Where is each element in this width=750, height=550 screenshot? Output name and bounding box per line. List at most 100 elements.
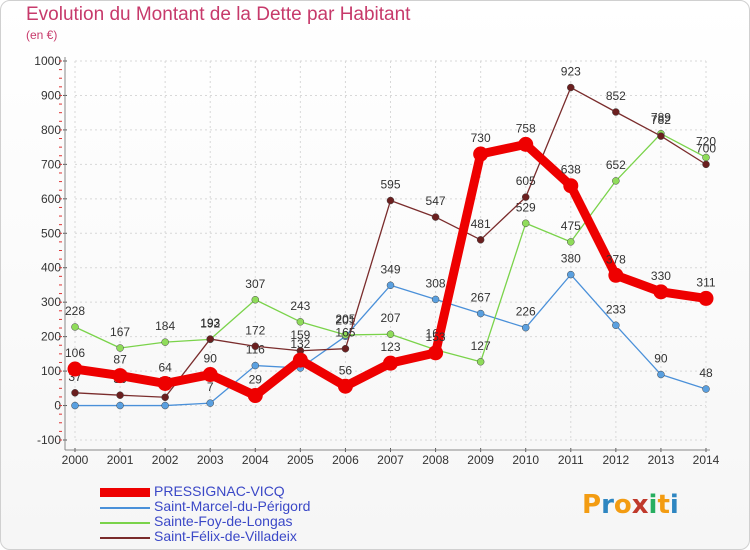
data-point — [251, 296, 260, 304]
data-label: 90 — [204, 352, 218, 366]
x-tick-label: 2011 — [558, 453, 584, 467]
data-label: 64 — [158, 360, 172, 374]
data-point — [476, 309, 485, 318]
y-tick-label: -100 — [37, 433, 61, 447]
data-point — [116, 391, 124, 399]
x-tick-label: 2009 — [467, 453, 494, 467]
data-label: 311 — [696, 275, 715, 289]
data-label: 132 — [290, 337, 310, 351]
data-label: 380 — [561, 252, 581, 266]
logo-letter: x — [631, 490, 649, 520]
x-tick-label: 2008 — [422, 453, 449, 467]
data-point — [251, 342, 260, 351]
series-pressignac-vicq: 106 87 64 90 29 132 56 123 153 730 758 638 378 330 311 — [65, 121, 716, 404]
data-point — [653, 284, 669, 300]
data-label: 184 — [155, 319, 175, 333]
chart-title: Evolution du Montant de la Dette par Hab… — [26, 4, 411, 25]
data-point — [698, 290, 714, 306]
x-tick-label: 2002 — [152, 453, 179, 467]
legend-swatch — [100, 537, 150, 539]
data-point — [386, 196, 395, 205]
data-label: 193 — [200, 316, 220, 330]
data-point — [251, 361, 260, 370]
data-label: 226 — [516, 305, 536, 319]
y-tick-label: 0 — [54, 399, 61, 413]
data-point — [518, 136, 534, 152]
x-tick-label: 2003 — [197, 453, 224, 467]
legend-label: Saint-Félix-de-Villadeix — [154, 528, 297, 544]
data-label: 205 — [335, 312, 355, 326]
chart-unit: (en €) — [26, 28, 58, 42]
data-label: 165 — [335, 326, 355, 340]
data-point — [247, 388, 263, 404]
data-point — [296, 318, 305, 326]
data-label: 29 — [249, 373, 263, 387]
data-label: 652 — [606, 158, 626, 172]
x-tick-label: 2012 — [603, 453, 630, 467]
data-point — [702, 385, 710, 393]
logo-letter: i — [669, 490, 679, 520]
x-tick-label: 2014 — [693, 453, 720, 467]
data-point — [71, 323, 79, 331]
x-tick-label: 2010 — [512, 453, 539, 467]
data-point — [521, 219, 530, 228]
legend-swatch — [100, 522, 150, 524]
data-point — [612, 321, 620, 330]
logo-letter: r — [601, 490, 614, 520]
legend-swatch — [100, 507, 150, 509]
data-label: 127 — [471, 339, 491, 353]
data-label: 852 — [606, 89, 626, 103]
y-tick-label: 600 — [41, 192, 61, 206]
data-point — [161, 401, 169, 410]
data-point — [383, 355, 398, 371]
data-label: 349 — [380, 262, 400, 276]
data-point — [341, 331, 350, 339]
data-label: 228 — [65, 304, 85, 318]
data-label: 700 — [696, 141, 716, 155]
legend-label: PRESSIGNAC-VICQ — [154, 483, 285, 499]
y-tick-label: 900 — [41, 88, 61, 102]
data-point — [521, 323, 530, 332]
logo-letter: P — [582, 490, 602, 520]
data-label: 547 — [426, 194, 446, 208]
data-label: 243 — [290, 299, 310, 313]
data-point — [476, 358, 485, 366]
proxiti-logo: Proxiti — [582, 490, 679, 520]
data-label: 172 — [245, 323, 265, 337]
x-tick-label: 2005 — [287, 453, 314, 467]
data-point — [71, 401, 79, 410]
x-tick-label: 2004 — [242, 453, 269, 467]
data-point — [431, 213, 440, 221]
data-point — [567, 270, 575, 279]
data-label: 730 — [471, 131, 491, 145]
data-label: 48 — [699, 366, 713, 380]
data-label: 923 — [561, 65, 581, 79]
data-label: 789 — [651, 111, 671, 125]
y-tick-label: 300 — [41, 295, 61, 309]
data-label: 481 — [471, 217, 491, 231]
data-point — [608, 267, 624, 283]
data-label: 758 — [516, 121, 536, 135]
data-point — [563, 178, 579, 194]
data-label: 159 — [290, 328, 310, 342]
data-label: 123 — [380, 340, 400, 354]
data-point — [202, 367, 218, 383]
data-label: 201 — [335, 313, 355, 327]
data-label: 90 — [654, 352, 668, 366]
data-point — [657, 370, 665, 379]
data-label: 605 — [516, 174, 536, 188]
data-point — [116, 401, 124, 410]
x-tick-label: 2013 — [648, 453, 675, 467]
data-point — [337, 378, 353, 394]
y-tick-label: 700 — [41, 157, 61, 171]
data-point — [161, 393, 169, 402]
y-tick-label: 1000 — [34, 54, 61, 68]
data-label: 307 — [245, 277, 265, 291]
data-point — [612, 108, 620, 116]
line-chart: -100 0 100 200 300 400 500 600 700 800 900 1000 2000… — [34, 54, 720, 467]
data-label: 267 — [471, 291, 491, 305]
data-label: 720 — [696, 134, 716, 148]
y-tick-label: 100 — [41, 364, 61, 378]
data-label: 106 — [65, 346, 85, 360]
series-saint-marcel-du-p-rigord: 71162013493082672263802339048 — [71, 252, 713, 410]
